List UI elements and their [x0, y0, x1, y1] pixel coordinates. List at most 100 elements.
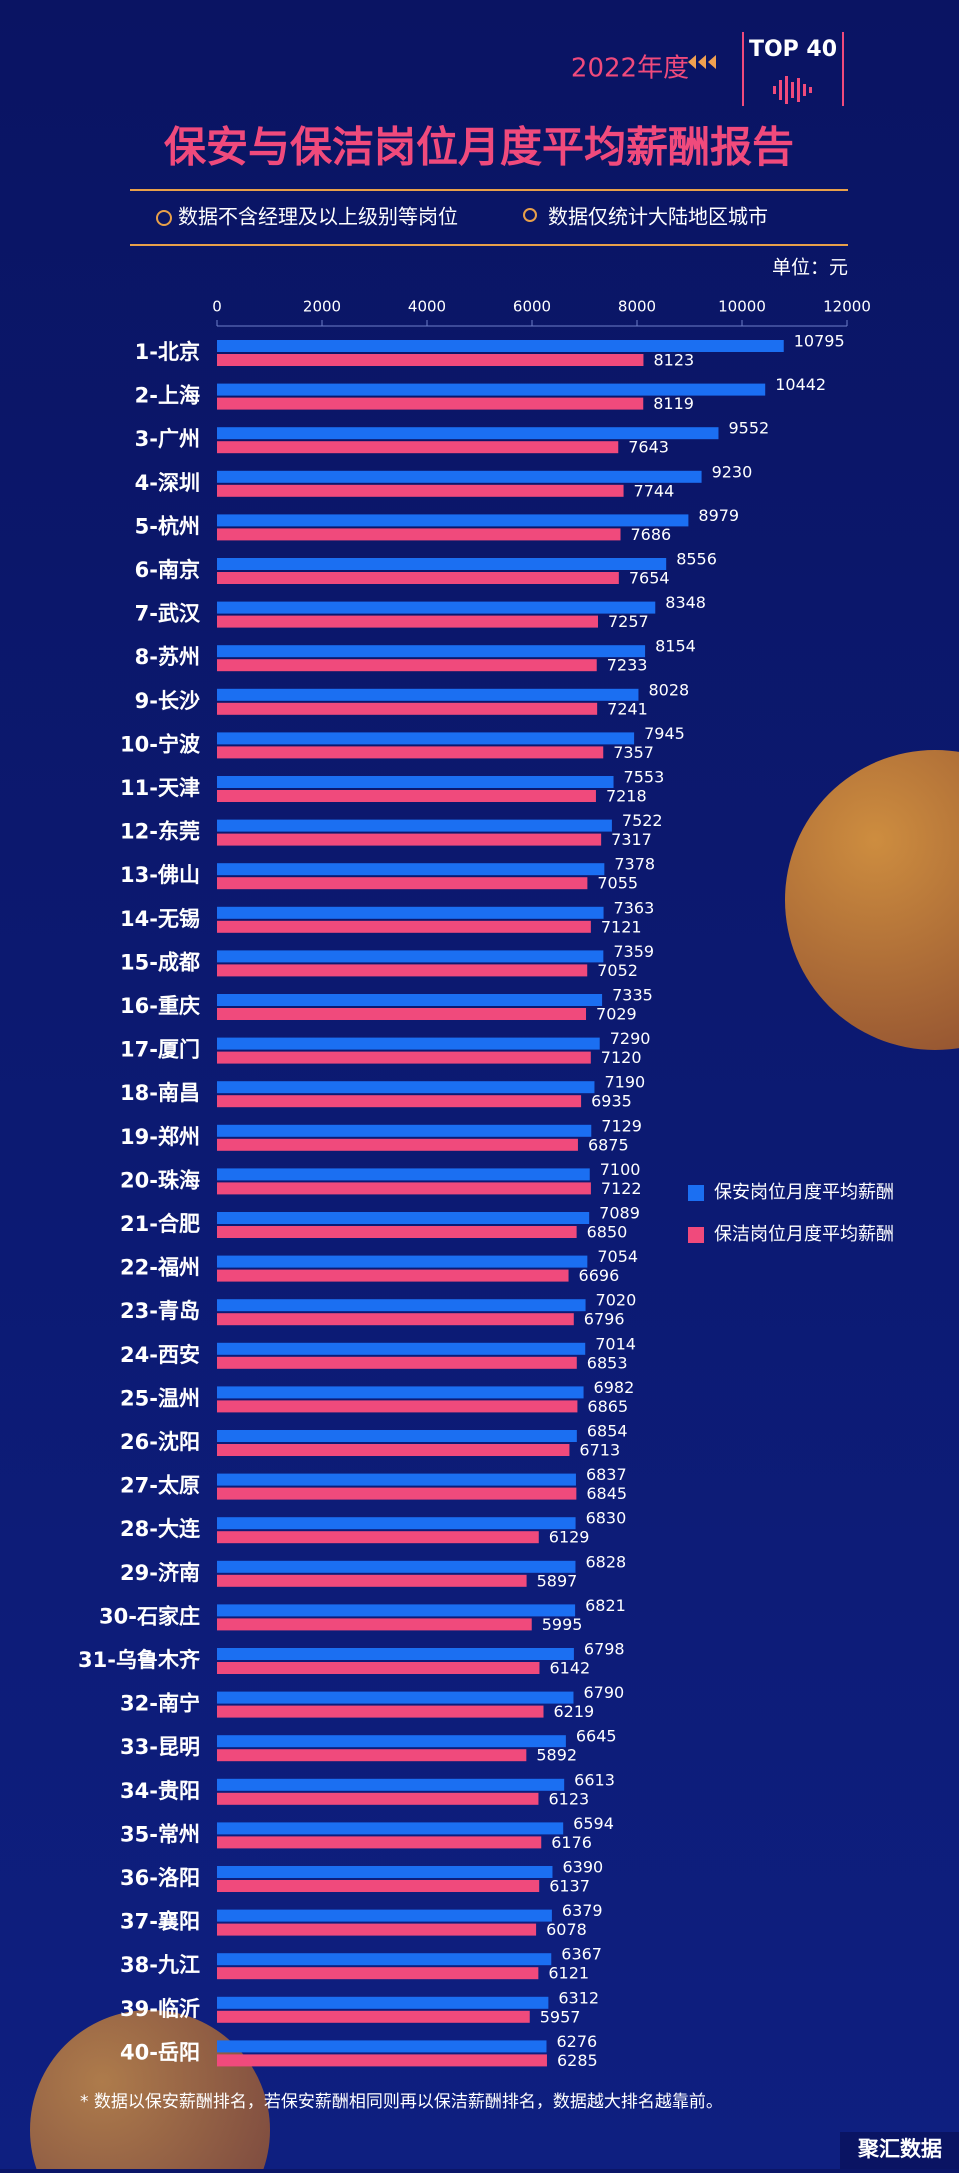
value-label: 9552	[728, 419, 769, 438]
bar	[217, 470, 702, 483]
y-tick-label: 28-大连	[120, 1517, 201, 1541]
y-tick-label: 8-苏州	[135, 645, 200, 669]
value-label: 7744	[634, 481, 675, 500]
bar	[217, 1138, 578, 1151]
bar	[217, 776, 614, 788]
value-label: 7241	[607, 699, 648, 718]
bar	[217, 1473, 576, 1486]
bar	[217, 397, 644, 410]
value-label: 6594	[573, 1814, 614, 1833]
y-tick-label: 21-合肥	[120, 1212, 200, 1236]
bar	[217, 615, 598, 628]
bar	[217, 427, 719, 440]
bar	[217, 441, 619, 454]
chart-title: 保安与保洁岗位月度平均薪酬报告	[164, 123, 794, 172]
bar	[217, 528, 621, 541]
x-tick-label: 6000	[513, 298, 551, 316]
bar	[217, 1095, 582, 1108]
bar	[217, 688, 639, 701]
bar	[217, 1517, 576, 1530]
value-label: 6123	[548, 1789, 589, 1808]
value-label: 7055	[597, 874, 638, 893]
bar	[217, 1051, 591, 1064]
bar	[217, 601, 656, 614]
value-label: 6837	[586, 1465, 627, 1484]
y-tick-label: 20-珠海	[120, 1168, 200, 1192]
legend-swatch	[688, 1227, 704, 1243]
footnote: * 数据以保安薪酬排名，若保安薪酬相同则再以保洁薪酬排名，数据越大排名越靠前。	[80, 2092, 723, 2112]
bar	[217, 1269, 569, 1282]
value-label: 6285	[557, 2051, 598, 2070]
bar	[217, 1574, 527, 1587]
value-label: 7378	[614, 855, 655, 874]
y-tick-label: 40-岳阳	[120, 2040, 200, 2064]
value-label: 7100	[600, 1160, 641, 1179]
x-tick-label: 10000	[718, 298, 766, 316]
value-label: 8154	[655, 637, 696, 656]
value-label: 6830	[586, 1509, 627, 1528]
x-tick-label: 4000	[408, 298, 446, 316]
bar	[217, 1648, 574, 1660]
y-tick-label: 4-深圳	[135, 471, 200, 495]
y-tick-label: 24-西安	[120, 1343, 200, 1367]
bar	[217, 484, 624, 497]
y-tick-label: 34-贵阳	[120, 1779, 200, 1803]
value-label: 7121	[601, 917, 642, 936]
unit: 单位：元	[772, 257, 848, 279]
value-label: 7654	[629, 569, 670, 588]
bar	[217, 1226, 577, 1238]
bar	[217, 2040, 547, 2053]
bar	[217, 1604, 576, 1617]
bar	[217, 1778, 565, 1791]
y-tick-label: 15-成都	[120, 950, 200, 974]
y-tick-label: 12-东莞	[120, 820, 200, 844]
bar	[217, 1168, 590, 1181]
value-label: 7522	[622, 811, 663, 830]
value-label: 6828	[585, 1552, 626, 1571]
value-label: 5957	[540, 2007, 581, 2026]
decor-orb	[785, 750, 959, 1050]
value-label: 6142	[549, 1659, 590, 1678]
value-label: 8123	[653, 351, 694, 370]
value-label: 7553	[624, 768, 665, 787]
bar	[217, 994, 603, 1006]
y-tick-label: 31-乌鲁木齐	[78, 1648, 201, 1672]
bar	[217, 659, 597, 672]
y-tick-label: 32-南宁	[120, 1692, 200, 1716]
y-tick-label: 33-昆明	[120, 1735, 200, 1759]
value-label: 7233	[607, 656, 648, 675]
value-label: 7029	[596, 1005, 637, 1024]
y-tick-label: 9-长沙	[135, 689, 200, 713]
bar	[217, 1792, 539, 1805]
y-tick-label: 35-常州	[120, 1822, 200, 1846]
y-tick-label: 23-青岛	[120, 1299, 200, 1323]
value-label: 8556	[676, 550, 717, 569]
value-label: 7290	[610, 1029, 651, 1048]
bar	[217, 1081, 595, 1094]
value-label: 6935	[591, 1092, 632, 1111]
value-label: 6379	[562, 1901, 603, 1920]
value-label: 6854	[587, 1422, 628, 1441]
bar	[217, 1299, 586, 1312]
bar	[217, 819, 612, 832]
y-tick-label: 30-石家庄	[99, 1604, 200, 1628]
value-label: 6129	[549, 1528, 590, 1547]
value-label: 7335	[612, 986, 653, 1005]
bar	[217, 1996, 549, 2009]
value-label: 7190	[604, 1073, 645, 1092]
subtitle: 2022年度	[571, 54, 689, 84]
value-label: 10795	[794, 332, 845, 351]
value-label: 7218	[606, 787, 647, 806]
y-tick-label: 36-洛阳	[120, 1866, 200, 1890]
y-tick-label: 25-温州	[120, 1386, 200, 1410]
x-tick-label: 2000	[303, 298, 341, 316]
bar	[217, 1836, 542, 1849]
value-label: 6312	[558, 1988, 599, 2007]
y-tick-label: 11-天津	[120, 776, 200, 800]
x-tick-label: 12000	[823, 298, 871, 316]
value-label: 6982	[594, 1378, 635, 1397]
icon	[156, 210, 172, 226]
bar	[217, 790, 596, 802]
bar	[217, 2054, 547, 2067]
value-label: 6176	[551, 1833, 592, 1852]
